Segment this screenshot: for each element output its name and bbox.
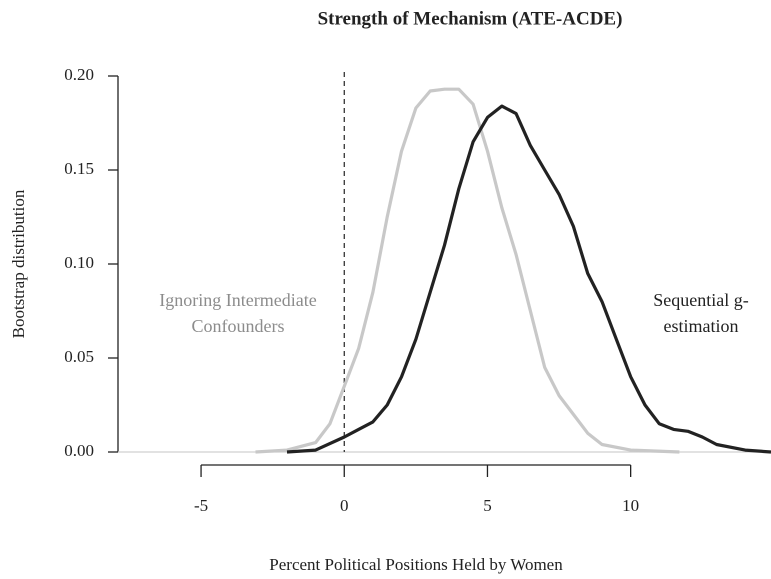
- y-tick-label: 0.05: [64, 347, 94, 366]
- y-tick-label: 0.10: [64, 253, 94, 272]
- density-line: [286, 104, 771, 454]
- y-axis-label: Bootstrap distribution: [9, 189, 28, 338]
- x-axis-label: Percent Political Positions Held by Wome…: [269, 555, 563, 574]
- density-line: [255, 87, 680, 454]
- series-label: Ignoring Intermediate Confounders: [159, 290, 317, 336]
- x-tick-label: 0: [340, 496, 349, 515]
- x-tick-label: -5: [194, 496, 208, 515]
- y-tick-label: 0.00: [64, 441, 94, 460]
- chart-title: Strength of Mechanism (ATE-ACDE): [318, 8, 623, 29]
- x-tick-label: 10: [622, 496, 639, 515]
- y-tick-label: 0.20: [64, 65, 94, 84]
- series-label: Sequential g-estimation: [653, 290, 749, 336]
- y-tick-label: 0.15: [64, 159, 94, 178]
- x-tick-label: 5: [483, 496, 492, 515]
